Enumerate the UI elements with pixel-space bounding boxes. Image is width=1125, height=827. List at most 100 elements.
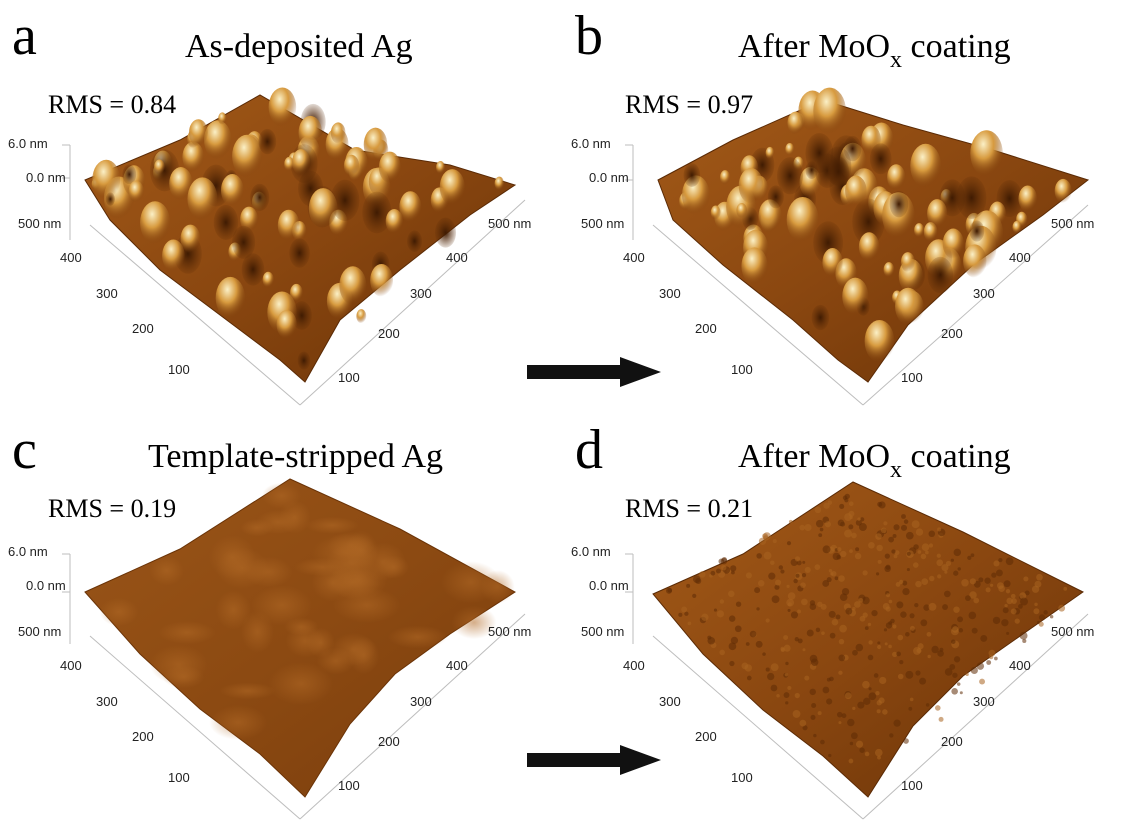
surface-feature xyxy=(762,652,766,656)
surface-feature xyxy=(880,527,887,534)
surface-feature xyxy=(1054,178,1072,204)
surface-feature xyxy=(718,558,725,565)
surface-feature xyxy=(787,685,792,691)
surface-feature xyxy=(770,684,778,692)
surface-feature xyxy=(268,87,297,127)
surface-feature xyxy=(767,672,775,681)
tick-label: 500 nm xyxy=(18,624,61,639)
surface-feature xyxy=(892,624,897,629)
surface-feature xyxy=(928,530,936,538)
tick-label: 500 nm xyxy=(488,216,531,231)
surface-feature xyxy=(768,572,776,580)
surface-feature xyxy=(1014,618,1020,624)
surface-feature xyxy=(710,205,721,220)
afm-plot-b: 6.0 nm 0.0 nm 500 nm 400 300 200 100 500 nm 400 3… xyxy=(571,87,1094,406)
surface-feature xyxy=(480,570,515,604)
surface-feature xyxy=(678,612,683,617)
surface-feature xyxy=(1024,590,1030,596)
surface-feature xyxy=(915,670,921,676)
surface-feature xyxy=(843,135,862,162)
surface-feature xyxy=(754,587,761,594)
surface-feature xyxy=(854,601,861,608)
surface-feature xyxy=(937,527,942,532)
surface-feature xyxy=(797,609,801,614)
surface-feature xyxy=(840,521,846,527)
surface-feature xyxy=(902,587,910,596)
surface-feature xyxy=(848,501,854,507)
surface-feature xyxy=(187,177,218,221)
afm-surface xyxy=(657,87,1090,383)
surface-feature xyxy=(823,502,830,509)
surface-feature xyxy=(909,625,915,631)
surface-feature xyxy=(848,510,855,517)
tick-label: 100 xyxy=(901,370,923,385)
surface-feature xyxy=(745,572,752,579)
surface-feature xyxy=(817,601,823,607)
tick-label: 400 xyxy=(60,250,82,265)
surface-feature xyxy=(250,183,270,212)
surface-feature xyxy=(986,660,992,665)
surface-feature xyxy=(871,610,878,617)
panel-d: 6.0 nm 0.0 nm 500 nm 400 300 200 100 500 nm 400 3… xyxy=(563,414,1125,827)
panel-letter: d xyxy=(575,419,603,481)
tick-label: 6.0 nm xyxy=(8,544,48,559)
afm-plot-a: 6.0 nm 0.0 nm 500 nm 400 300 200 100 500 nm 400 3… xyxy=(8,87,531,406)
surface-feature xyxy=(818,533,823,538)
surface-feature xyxy=(746,675,752,681)
surface-feature xyxy=(783,635,789,640)
tick-label: 100 xyxy=(168,770,190,785)
surface-feature xyxy=(804,675,810,681)
tick-label: 300 xyxy=(973,286,995,301)
surface-feature xyxy=(888,599,893,604)
surface-feature xyxy=(292,149,311,175)
surface-feature xyxy=(1010,593,1016,599)
surface-feature xyxy=(979,678,986,685)
surface-feature xyxy=(787,608,791,612)
panel-letter: c xyxy=(12,419,37,481)
surface-feature xyxy=(204,120,232,160)
tick-label: 500 nm xyxy=(581,216,624,231)
surface-feature xyxy=(969,220,985,242)
axis-frame xyxy=(62,553,526,820)
surface-feature xyxy=(827,156,850,187)
surface-feature xyxy=(1011,598,1017,604)
surface-feature xyxy=(251,585,312,626)
surface-feature xyxy=(838,654,846,662)
surface-feature xyxy=(978,577,984,583)
surface-feature xyxy=(900,252,915,273)
surface-feature xyxy=(894,550,900,556)
surface-feature xyxy=(819,527,824,532)
surface-feature xyxy=(276,310,297,340)
surface-feature xyxy=(877,755,881,760)
surface-feature xyxy=(832,552,841,561)
tick-label: 6.0 nm xyxy=(571,544,611,559)
surface-feature xyxy=(755,640,763,648)
tick-label: 400 xyxy=(446,658,468,673)
surface-feature xyxy=(799,719,807,727)
surface-feature xyxy=(884,565,891,573)
tick-label: 500 nm xyxy=(18,216,61,231)
surface-feature xyxy=(899,579,904,585)
surface-feature xyxy=(844,498,849,503)
surface-feature xyxy=(867,654,874,661)
surface-feature xyxy=(715,568,722,574)
tick-label: 200 xyxy=(695,729,717,744)
surface-feature xyxy=(218,112,227,125)
surface-feature xyxy=(765,146,775,160)
surface-feature xyxy=(730,636,739,645)
surface-feature xyxy=(873,673,879,678)
surface-feature xyxy=(925,550,929,555)
surface-feature xyxy=(943,590,951,598)
title-suffix: coating xyxy=(902,438,1011,475)
surface-feature xyxy=(912,562,919,568)
surface-feature xyxy=(188,119,208,147)
surface-feature xyxy=(331,632,376,666)
panel-title: After MoOx coating xyxy=(738,30,1011,73)
surface-feature xyxy=(965,595,971,602)
surface-feature xyxy=(297,351,311,370)
surface-feature xyxy=(1012,220,1022,234)
surface-feature xyxy=(849,741,854,746)
surface-feature xyxy=(889,190,909,218)
surface-feature xyxy=(951,688,958,695)
surface-feature xyxy=(945,560,952,567)
